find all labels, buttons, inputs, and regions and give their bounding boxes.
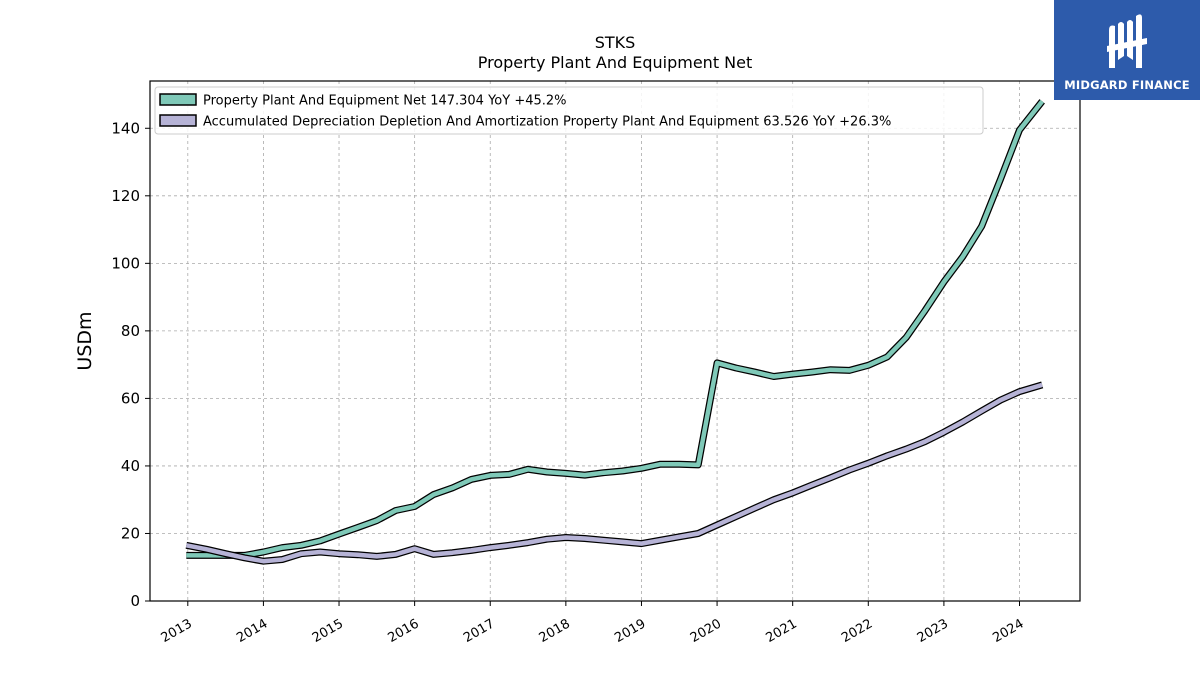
- legend-swatch-accum-depreciation: [159, 114, 197, 127]
- brand-logo: MIDGARD FINANCE: [1054, 0, 1200, 100]
- x-tick-label: 2019: [612, 616, 648, 646]
- legend-label-ppe-net: Property Plant And Equipment Net 147.304…: [203, 94, 567, 109]
- x-tick-label: 2016: [385, 616, 421, 646]
- y-tick-label: 40: [121, 457, 140, 475]
- midgard-logo-icon: [1107, 14, 1147, 68]
- plot-frame: [149, 80, 1081, 602]
- x-tick-label: 2021: [764, 616, 800, 646]
- x-tick-label: 2013: [159, 616, 195, 646]
- series-lines: [185, 99, 1045, 565]
- y-tick-label: 140: [111, 119, 140, 137]
- y-tick-label: 0: [130, 592, 140, 610]
- y-axis-label: USDm: [74, 311, 96, 370]
- x-tick-label: 2014: [234, 616, 270, 646]
- x-tick-label: 2023: [915, 616, 951, 646]
- x-tick-label: 2024: [990, 616, 1026, 646]
- x-tick-label: 2020: [688, 616, 724, 646]
- x-tick-label: 2018: [537, 616, 573, 646]
- y-tick-label: 20: [121, 524, 140, 542]
- y-tick-label: 80: [121, 322, 140, 340]
- legend-swatch-ppe-net: [159, 93, 197, 106]
- grid: [150, 81, 1080, 602]
- y-tick-label: 60: [121, 389, 140, 407]
- brand-name: MIDGARD FINANCE: [1064, 78, 1190, 92]
- legend: Property Plant And Equipment Net 147.304…: [154, 86, 984, 135]
- chart-title: STKS: [595, 33, 636, 52]
- x-tick-label: 2015: [310, 616, 346, 646]
- legend-box: [154, 86, 984, 135]
- series-line-1: [185, 382, 1043, 564]
- chart-subtitle: Property Plant And Equipment Net: [478, 53, 753, 72]
- series-line-0: [186, 99, 1044, 558]
- x-tick-label: 2022: [839, 616, 875, 646]
- x-axis: 2013 2014 2015 2016 2017 2018 2019 2020 2021 2022…: [159, 601, 1027, 646]
- x-tick-label: 2017: [461, 616, 497, 646]
- y-tick-label: 100: [111, 254, 140, 272]
- y-tick-label: 120: [111, 187, 140, 205]
- y-axis: 0 20 40 60 80 100 120 140: [111, 119, 150, 610]
- legend-label-accum-depreciation: Accumulated Depreciation Depletion And A…: [203, 115, 891, 130]
